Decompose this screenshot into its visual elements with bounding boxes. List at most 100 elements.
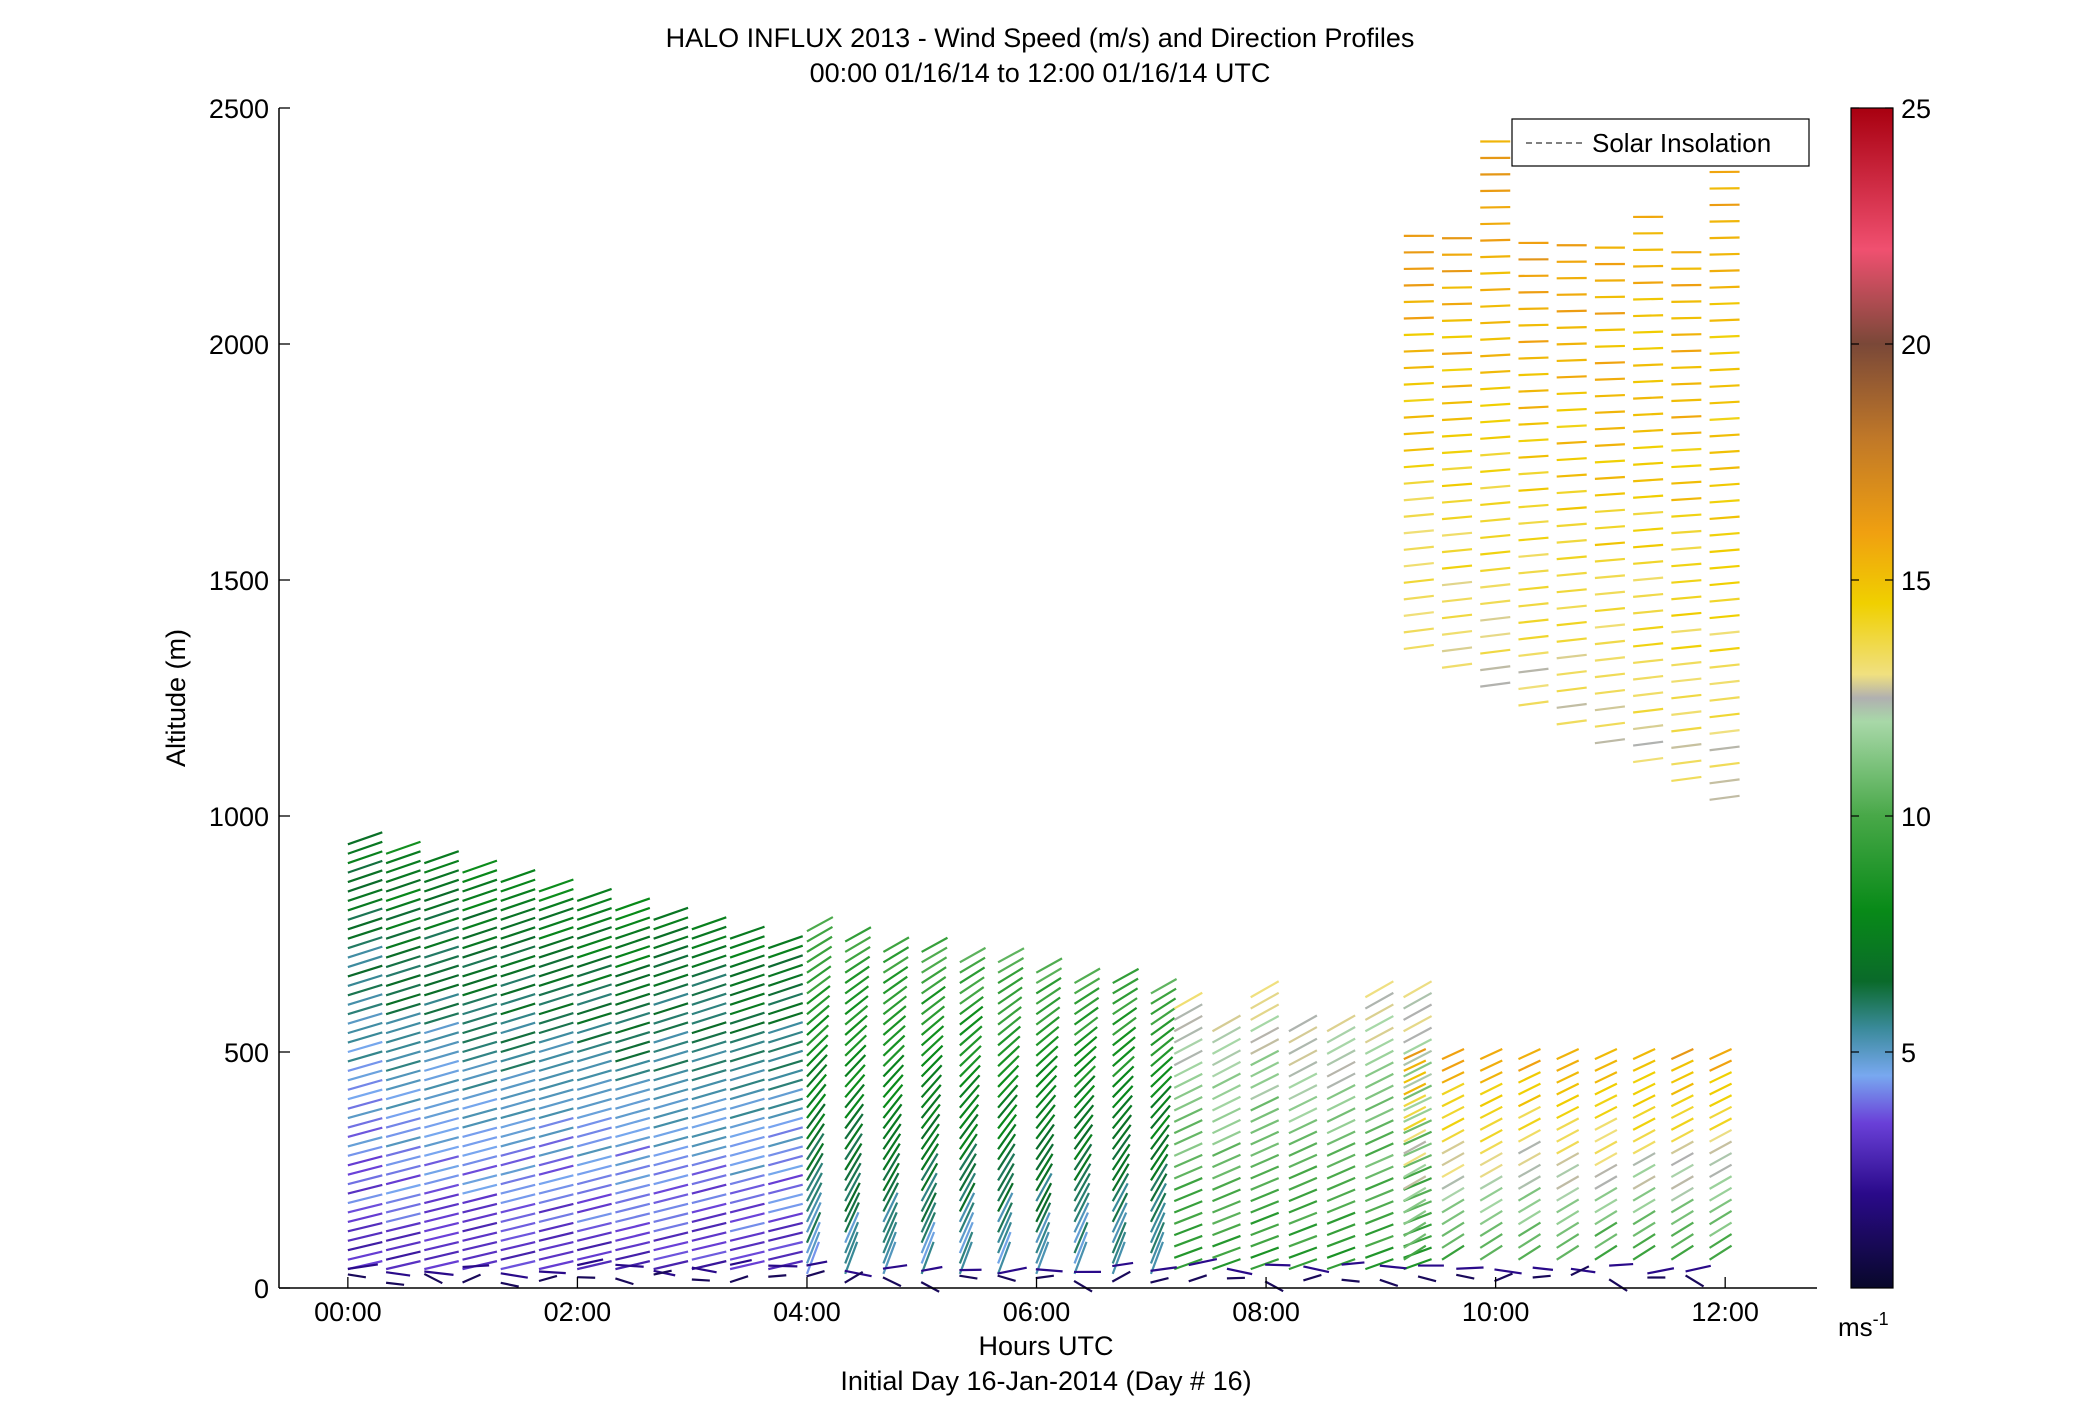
wind-barb: [1479, 1210, 1503, 1226]
wind-barb: [1212, 1234, 1241, 1248]
wind-barb: [615, 1202, 651, 1214]
wind-barb: [385, 1271, 411, 1277]
wind-barb: [1441, 564, 1473, 570]
wind-barb: [1480, 533, 1511, 540]
wind-barb: [423, 916, 460, 931]
wind-barb: [1149, 1173, 1168, 1202]
wind-barb: [959, 1064, 981, 1088]
wind-barb: [767, 1126, 804, 1139]
wind-barb: [385, 1136, 421, 1148]
wind-barb: [1212, 1165, 1241, 1180]
wind-barb: [1556, 620, 1587, 627]
wind-barb: [1403, 1107, 1433, 1123]
wind-barb: [1111, 1104, 1133, 1130]
wind-barb: [1709, 499, 1740, 504]
wind-barb: [1250, 1049, 1280, 1067]
wind-barb: [347, 1050, 383, 1063]
wind-barb: [347, 1098, 383, 1110]
wind-barb: [1671, 661, 1702, 667]
wind-barb: [424, 1221, 459, 1233]
wind-barb: [538, 1193, 574, 1205]
wind-barb: [767, 1116, 804, 1129]
wind-barb: [1517, 1140, 1541, 1155]
wind-barb: [920, 1133, 940, 1161]
wind-barb: [997, 1006, 1022, 1026]
colorbar-gradient: [1850, 107, 1894, 1289]
wind-barb: [806, 1113, 826, 1140]
wind-barb: [538, 1145, 574, 1157]
wind-barb: [1594, 410, 1625, 414]
wind-barb: [920, 1074, 943, 1099]
wind-barb: [1150, 978, 1178, 995]
wind-barb: [576, 1260, 612, 1271]
wind-barb: [424, 1078, 460, 1091]
wind-barb: [882, 1093, 903, 1119]
wind-barb: [1671, 644, 1702, 650]
wind-barb: [1364, 1258, 1394, 1271]
wind-barb: [997, 976, 1024, 995]
wind-barb: [1594, 1210, 1618, 1226]
wind-barb: [1250, 1165, 1280, 1180]
wind-barb: [1288, 1153, 1318, 1169]
wind-barb: [653, 1221, 689, 1233]
wind-barb: [538, 1155, 574, 1167]
wind-barb: [538, 1059, 574, 1072]
wind-barb: [385, 1021, 421, 1035]
wind-barb: [1212, 1200, 1241, 1214]
wind-barb: [1633, 691, 1664, 698]
wind-barb: [1173, 1246, 1203, 1259]
wind-barb: [424, 1069, 460, 1082]
wind-barb: [1212, 1130, 1241, 1146]
wind-barb: [1173, 1153, 1203, 1169]
wind-barb: [615, 1116, 651, 1129]
wind-barb: [691, 1221, 727, 1233]
wind-barb: [882, 1182, 900, 1213]
wind-barb: [1149, 1192, 1167, 1223]
wind-barb: [1633, 510, 1664, 516]
wind-barb: [1556, 1082, 1580, 1096]
wind-barb: [1632, 756, 1664, 764]
wind-barb: [1417, 1275, 1437, 1283]
wind-barb: [729, 925, 765, 940]
wind-barb: [1173, 1223, 1203, 1237]
wind-barb: [500, 888, 536, 903]
wind-barb: [882, 1152, 901, 1181]
wind-barb: [691, 1154, 727, 1167]
wind-barb: [729, 1078, 765, 1091]
wind-barb: [729, 1174, 765, 1186]
wind-barb: [1594, 1105, 1618, 1120]
wind-barb: [1480, 320, 1511, 325]
wind-barb: [462, 1088, 498, 1101]
wind-barb: [806, 945, 833, 964]
wind-barb: [462, 1183, 498, 1195]
wind-barb: [653, 1240, 689, 1252]
wind-barb: [500, 897, 536, 912]
wind-barb: [1441, 335, 1473, 339]
wind-barb: [729, 1135, 765, 1148]
wind-barb: [347, 869, 383, 884]
wind-barb: [1556, 506, 1587, 511]
y-axis-label: Altitude (m): [161, 629, 191, 767]
wind-barb: [959, 1025, 983, 1047]
wind-barb: [1364, 1038, 1394, 1055]
wind-barb: [1150, 1056, 1174, 1078]
wind-barb: [1326, 1165, 1356, 1180]
y-tick-label: 1500: [209, 566, 269, 596]
wind-barb: [1441, 1152, 1465, 1167]
wind-barb: [920, 1221, 936, 1254]
wind-barb: [920, 1192, 937, 1223]
wind-barb: [691, 1266, 717, 1274]
wind-barb: [653, 1231, 689, 1242]
wind-barb: [691, 1021, 727, 1035]
wind-barb: [615, 954, 651, 969]
wind-barb: [1671, 529, 1702, 535]
wind-barb: [806, 985, 831, 1005]
wind-barb: [806, 1162, 824, 1192]
wind-barb: [615, 906, 651, 921]
wind-barb: [768, 1164, 804, 1176]
wind-barb: [1708, 1221, 1733, 1238]
wind-barb: [576, 1145, 612, 1157]
wind-barb: [1518, 503, 1549, 509]
wind-barb: [424, 1145, 460, 1157]
wind-barb: [1556, 1210, 1580, 1226]
